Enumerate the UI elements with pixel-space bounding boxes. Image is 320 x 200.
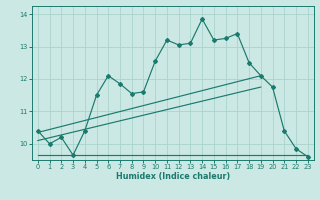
X-axis label: Humidex (Indice chaleur): Humidex (Indice chaleur) <box>116 172 230 181</box>
